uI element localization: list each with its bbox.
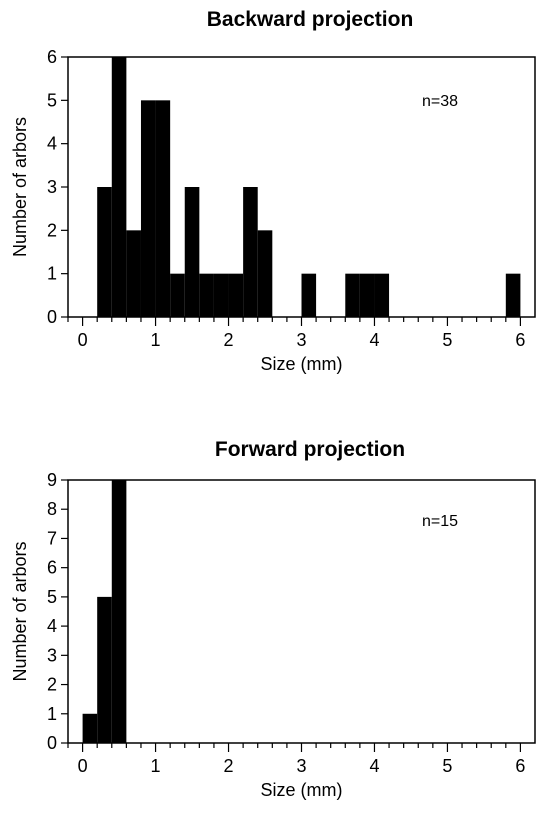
y-tick-label: 8 (47, 499, 57, 519)
y-tick-label: 0 (47, 733, 57, 753)
histogram-bar (301, 273, 317, 317)
plot-frame (67, 479, 536, 744)
histogram-bar (111, 57, 127, 317)
x-tick-label: 1 (151, 756, 161, 776)
x-tick-label: 6 (515, 756, 525, 776)
chart-backward-projection: Backward projection 0 1 2 3 4 5 6 0 1 2 3 4 5 6 Size (m… (0, 0, 548, 400)
x-tick-label: 1 (151, 330, 161, 350)
y-axis-label: Number of arbors (10, 541, 30, 681)
sample-size-annotation: n=15 (422, 513, 458, 530)
y-axis-label: Number of arbors (10, 117, 30, 257)
x-axis-label: Size (mm) (261, 780, 343, 800)
x-axis-label: Size (mm) (261, 354, 343, 374)
y-tick-label: 6 (47, 47, 57, 67)
y-tick-label: 1 (47, 704, 57, 724)
histogram-bar (505, 273, 521, 317)
y-tick-label: 4 (47, 616, 57, 636)
chart-svg: Forward projection 0 1 2 3 4 5 6 0 1 2 3 4 5 6 7 8 9 Size … (10, 438, 536, 800)
x-tick-label: 3 (296, 330, 306, 350)
y-tick-label: 0 (47, 307, 57, 327)
histogram-bar (184, 187, 200, 317)
chart-svg: Backward projection 0 1 2 3 4 5 6 0 1 2 3 4 5 6 Size (m… (10, 8, 536, 374)
y-tick-label: 5 (47, 90, 57, 110)
y-tick-label: 7 (47, 528, 57, 548)
y-tick-label: 6 (47, 558, 57, 578)
y-tick-label: 3 (47, 177, 57, 197)
x-tick-label: 4 (369, 756, 379, 776)
histogram-bar (199, 273, 214, 317)
x-tick-label: 2 (224, 330, 234, 350)
x-tick-label: 2 (224, 756, 234, 776)
x-tick-label: 5 (442, 756, 452, 776)
histogram-bar (170, 273, 185, 317)
histogram-bar (111, 480, 127, 743)
chart-title: Forward projection (215, 438, 405, 461)
y-tick-label: 3 (47, 645, 57, 665)
histogram-bar (243, 187, 258, 317)
histogram-bar (97, 596, 112, 743)
chart-title: Backward projection (207, 8, 414, 31)
histogram-bar (257, 230, 273, 317)
histogram-bar (374, 273, 390, 317)
histogram-bar (345, 273, 360, 317)
y-tick-label: 1 (47, 264, 57, 284)
histogram-bar (213, 273, 229, 317)
x-tick-label: 4 (369, 330, 379, 350)
chart-forward-projection: Forward projection 0 1 2 3 4 5 6 0 1 2 3 4 5 6 7 8 9 Size … (0, 420, 548, 816)
x-tick-label: 3 (296, 756, 306, 776)
histogram-bar (359, 273, 375, 317)
y-tick-label: 9 (47, 470, 57, 490)
y-tick-label: 4 (47, 134, 57, 154)
x-tick-label: 0 (78, 330, 88, 350)
x-tick-label: 0 (78, 756, 88, 776)
y-tick-label: 5 (47, 587, 57, 607)
histogram-bar (126, 230, 141, 317)
histogram-bar (82, 713, 98, 743)
y-tick-label: 2 (47, 675, 57, 695)
histogram-bar (155, 100, 171, 317)
sample-size-annotation: n=38 (422, 93, 458, 110)
x-tick-label: 5 (442, 330, 452, 350)
x-tick-label: 6 (515, 330, 525, 350)
y-tick-label: 2 (47, 220, 57, 240)
histogram-bar (97, 187, 112, 317)
histogram-bar (228, 273, 244, 317)
histogram-bar (140, 100, 156, 317)
